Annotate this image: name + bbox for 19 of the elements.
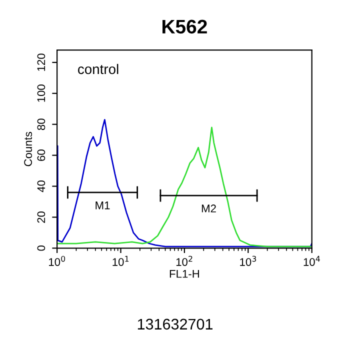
x-tick-label: 10$^{0}$ [49,256,66,266]
y-tick-label: 40 [37,180,46,192]
x-axis-title: FL1-H [170,270,199,278]
x-tick-label: 10$^{3}$ [240,256,256,266]
y-tick-label: 0 [37,245,46,251]
annotation: M1 [96,202,110,210]
annotation: M2 [202,204,216,212]
y-tick-label: 80 [37,118,46,130]
text: 131632701 [138,318,212,330]
y-tick-label: 100 [37,84,46,102]
y-tick-label: 120 [37,54,46,71]
y-tick-label: 20 [37,211,46,223]
chart-title: K562 [162,20,207,34]
x-tick-label: 10$^{4}$ [304,256,320,266]
y-axis-title: Counts [24,132,32,166]
x-tick-label: 10$^{2}$ [176,256,192,266]
annotation: control [78,64,118,74]
x-tick-label: 10$^{1}$ [112,256,129,266]
y-tick-label: 60 [37,150,46,161]
